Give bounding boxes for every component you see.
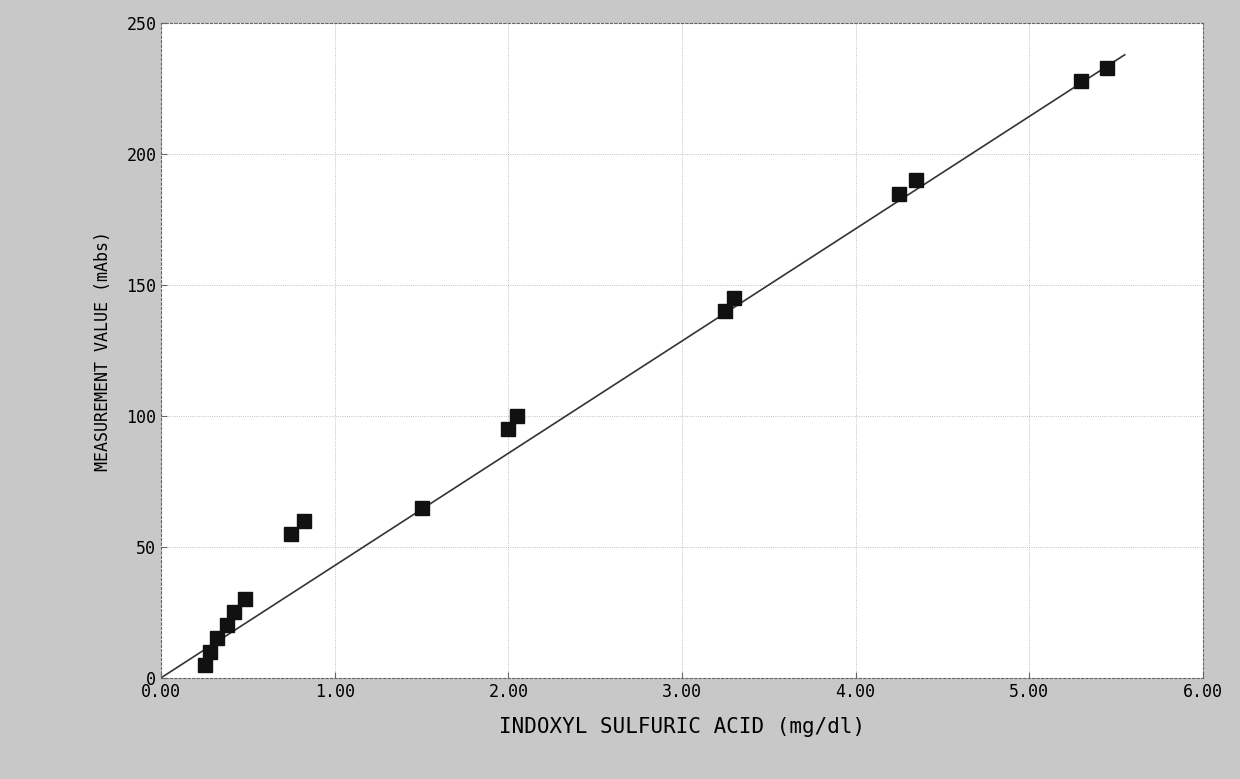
X-axis label: INDOXYL SULFURIC ACID (mg/dl): INDOXYL SULFURIC ACID (mg/dl)	[498, 717, 866, 737]
Y-axis label: MEASUREMENT VALUE (mAbs): MEASUREMENT VALUE (mAbs)	[94, 231, 113, 471]
